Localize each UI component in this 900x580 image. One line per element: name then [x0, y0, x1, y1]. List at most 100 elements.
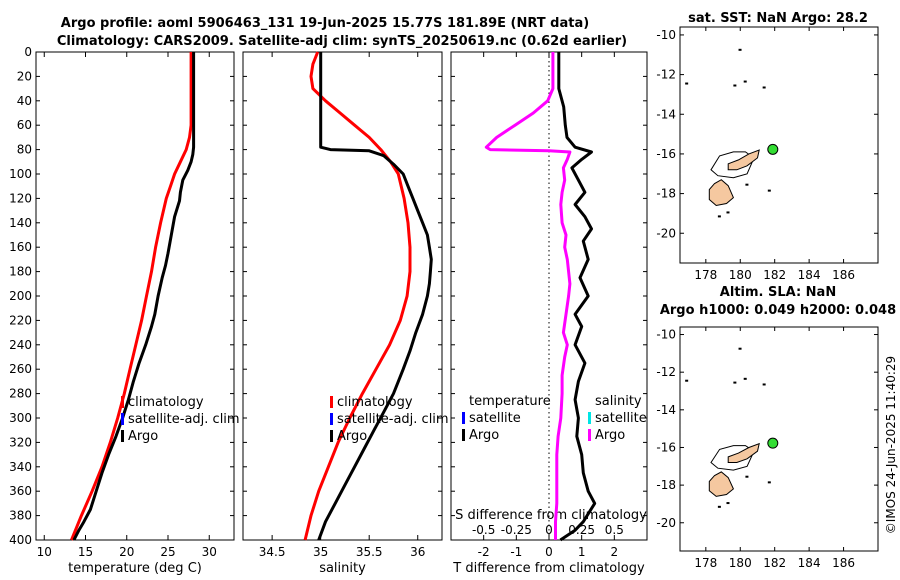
differences-panel: -2 -1 0 1 2 T difference from climatology S di… [450, 51, 648, 576]
temperature-legend-entry: Argo [128, 429, 158, 444]
differences-xlabel: T difference from climatology [452, 561, 645, 576]
map_sla-islet [738, 347, 742, 350]
temperature-ytick-label: 80 [17, 143, 32, 157]
map_sla-islet [762, 383, 766, 386]
differences-legend-right-swatch [588, 429, 591, 441]
temperature-ytick-label: 180 [9, 265, 32, 279]
map_sst-islet [726, 211, 730, 214]
differences-series-line [484, 52, 572, 540]
figure-title-line2: Climatology: CARS2009. Satellite-adj cli… [57, 34, 627, 49]
map_sla-ytick-label: -18 [656, 478, 676, 492]
temperature-ytick-label: 60 [17, 118, 32, 132]
map_sla-axes-box [679, 326, 879, 552]
map_sst-xtick-label: 178 [694, 268, 717, 282]
map_sst-ytick-label: -20 [656, 226, 676, 240]
map_sst-islet [745, 183, 749, 186]
map_sst-islet [743, 80, 747, 83]
sla-map-panel: Altim. SLA: NaN Argo h1000: 0.049 h2000: … [656, 285, 896, 570]
map_sst-islet [733, 84, 737, 87]
salinity-xtick-label: 35 [313, 545, 328, 559]
salinity-legend-entry: satellite-adj. clim [337, 412, 449, 427]
differences-legend-left-entry: satellite [469, 411, 521, 426]
timestamp-label: ©IMOS 24-Jun-2025 11:40:29 [884, 356, 898, 534]
differences-series-line [557, 52, 597, 542]
differences-xtick-label: -2 [478, 545, 490, 559]
temperature-xtick-label: 30 [202, 545, 217, 559]
temperature-xtick-label: 20 [119, 545, 134, 559]
differences-xlabel-top: S difference from climatology [455, 508, 647, 523]
differences-xtick-top-label: -0.25 [501, 523, 532, 537]
differences-legend-left-swatch [462, 429, 465, 441]
temperature-legend-swatch [121, 413, 124, 425]
map_sst-ytick-label: -10 [656, 28, 676, 42]
map_sla-title: Altim. SLA: NaN [720, 285, 836, 300]
temperature-ytick-label: 220 [9, 313, 32, 327]
temperature-axes-box [35, 51, 235, 541]
map_sst-islet [738, 48, 742, 51]
salinity-legend-swatch [330, 396, 333, 408]
map_sla-xtick-label: 184 [798, 556, 821, 570]
temperature-series-line [70, 52, 193, 541]
map_sla-ytick-label: -14 [656, 403, 676, 417]
salinity-xtick-label: 36 [410, 545, 425, 559]
temperature-series-line [72, 52, 196, 541]
temperature-legend-swatch [121, 396, 124, 408]
map_sst-xtick-label: 182 [763, 268, 786, 282]
map_sla-xtick-label: 186 [832, 556, 855, 570]
differences-legend-right-entry: satellite [595, 411, 647, 426]
salinity-series-line [303, 51, 412, 541]
temperature-legend-entry: satellite-adj. clim [128, 412, 240, 427]
temperature-ytick-label: 20 [17, 69, 32, 83]
map_sst-islet [717, 215, 721, 218]
map_sst-ytick-label: -16 [656, 147, 676, 161]
map_sla-island-viti-levu [708, 471, 735, 497]
map_sst-island-vanua-levu [727, 149, 760, 171]
temperature-ytick-label: 380 [9, 509, 32, 523]
temperature-ytick-label: 100 [9, 167, 32, 181]
temperature-ytick-label: 140 [9, 216, 32, 230]
temperature-xtick-label: 15 [78, 545, 93, 559]
map_sla-subtitle: Argo h1000: 0.049 h2000: 0.048 [660, 303, 896, 318]
sst-map-panel: sat. SST: NaN Argo: 28.2 178 180 182 184 186 -… [656, 11, 879, 282]
figure-title-line1: Argo profile: aoml 5906463_131 19-Jun-20… [61, 16, 589, 31]
salinity-series-line [317, 52, 433, 541]
differences-legend-right-entry: Argo [595, 428, 625, 443]
map_sst-argo-position-marker [767, 143, 779, 155]
temperature-xtick-label: 10 [37, 545, 52, 559]
differences-xtick-label: 2 [611, 545, 619, 559]
differences-xtick-top-label: 0.5 [605, 523, 624, 537]
map_sst-ytick-label: -12 [656, 68, 676, 82]
temperature-ytick-label: 320 [9, 435, 32, 449]
map_sst-ytick-label: -14 [656, 107, 676, 121]
temperature-ytick-label: 160 [9, 240, 32, 254]
differences-legend-right-heading: salinity [595, 394, 642, 409]
salinity-legend-swatch [330, 430, 333, 442]
map_sla-ytick-label: -12 [656, 365, 676, 379]
temperature-ytick-label: 260 [9, 362, 32, 376]
map_sla-island-vanua-levu [727, 442, 760, 463]
map_sst-islet [762, 86, 766, 89]
differences-xtick-top-label: 0.25 [568, 523, 595, 537]
differences-legend-right-swatch [588, 412, 591, 424]
map_sla-islet [717, 505, 721, 508]
temperature-ytick-label: 280 [9, 387, 32, 401]
differences-xtick-label: 1 [578, 545, 586, 559]
salinity-legend-entry: climatology [337, 395, 413, 410]
map_sst-ytick-label: -18 [656, 187, 676, 201]
temperature-legend-entry: climatology [128, 395, 204, 410]
map_sst-xtick-label: 184 [798, 268, 821, 282]
temperature-ytick-label: 40 [17, 94, 32, 108]
temperature-xtick-label: 25 [160, 545, 175, 559]
temperature-ytick-label: 340 [9, 460, 32, 474]
temperature-ytick-label: 400 [9, 533, 32, 547]
map_sla-ytick-label: -16 [656, 440, 676, 454]
salinity-xlabel: salinity [319, 561, 366, 576]
map_sst-islet [685, 82, 689, 85]
salinity-legend-swatch [330, 413, 333, 425]
map_sla-xtick-label: 180 [729, 556, 752, 570]
temperature-ytick-label: 360 [9, 484, 32, 498]
differences-xtick-label: 0 [545, 545, 553, 559]
map_sst-xtick-label: 180 [729, 268, 752, 282]
